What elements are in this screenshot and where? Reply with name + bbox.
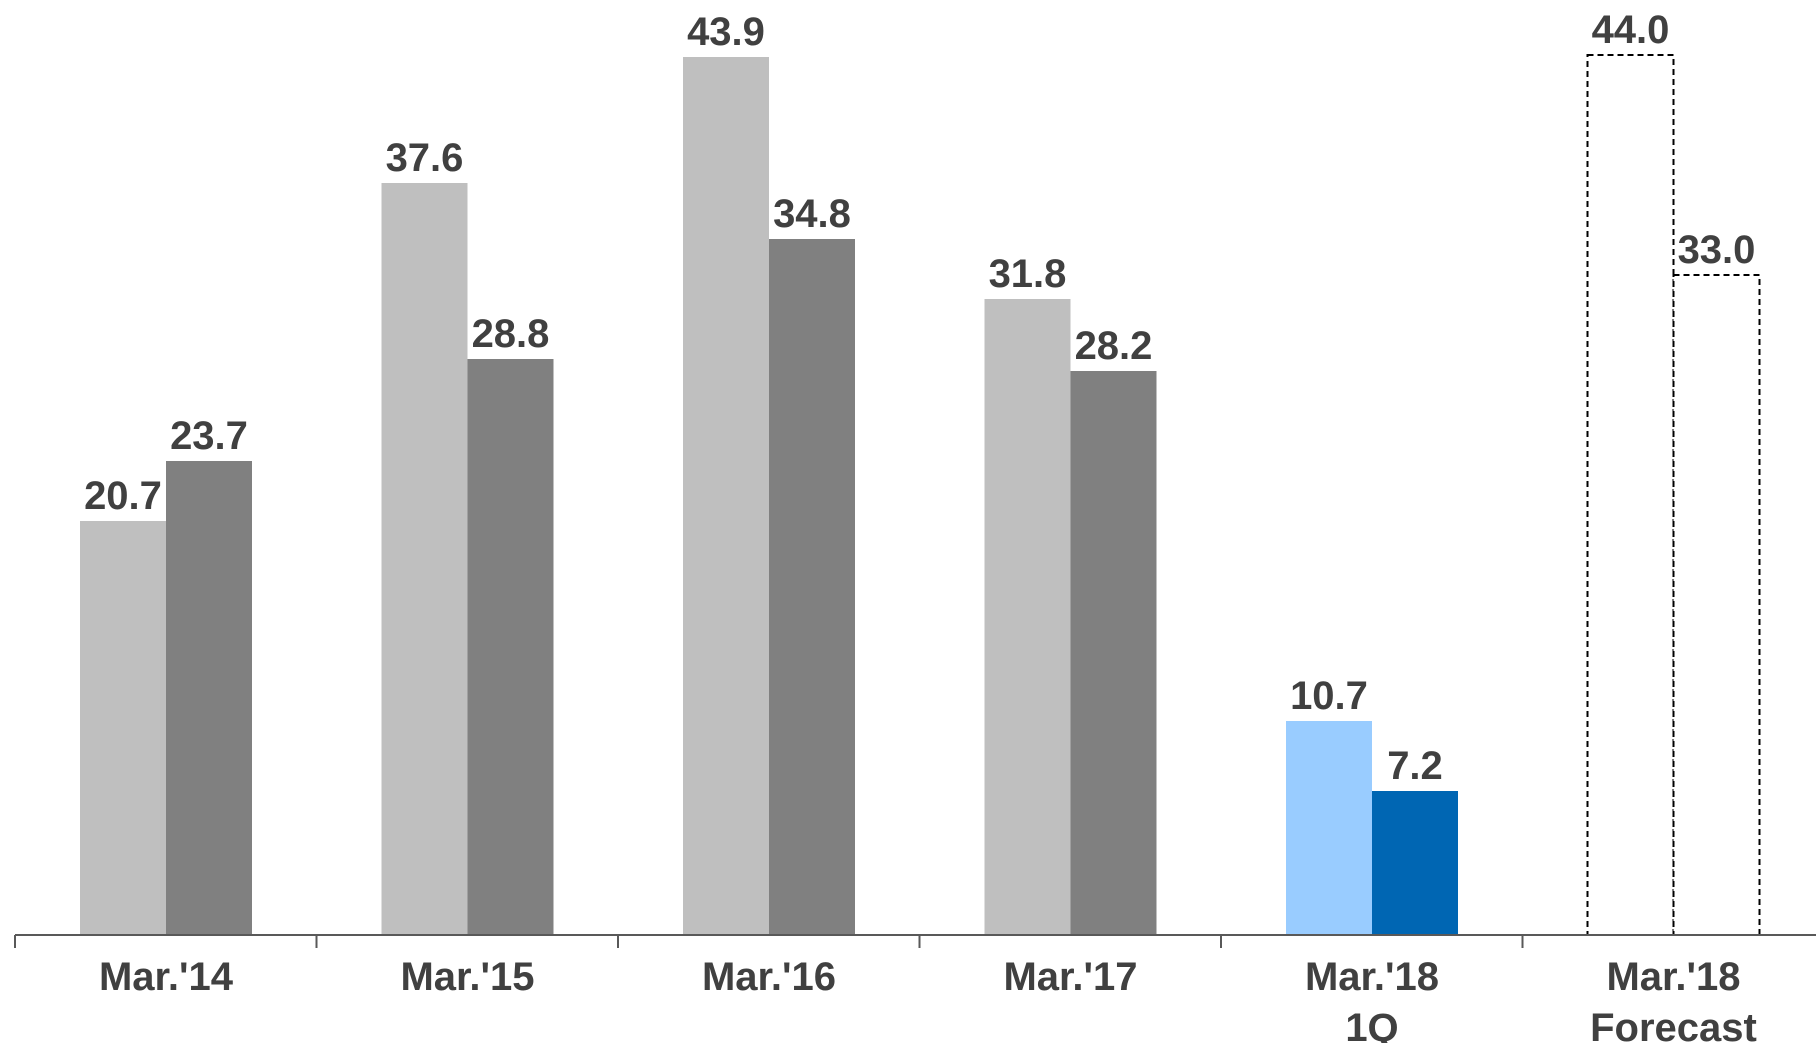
- data-label-3-series-1: 28.2: [1075, 324, 1153, 368]
- data-label-4-series-0: 10.7: [1290, 674, 1368, 718]
- x-tick-label-1-line-0: Mar.'15: [400, 955, 534, 999]
- data-label-5-series-1: 33.0: [1678, 228, 1756, 272]
- bar-3-series-1: [1070, 371, 1157, 935]
- data-label-2-series-0: 43.9: [687, 10, 765, 54]
- x-tick-label-5-line-0: Mar.'18: [1606, 955, 1740, 999]
- bar-3-series-0: [984, 299, 1071, 935]
- bar-4-series-1: [1372, 791, 1458, 935]
- data-label-0-series-1: 23.7: [170, 414, 248, 458]
- bar-0-series-0: [80, 521, 166, 935]
- data-label-0-series-0: 20.7: [84, 474, 162, 518]
- data-label-2-series-1: 34.8: [773, 192, 851, 236]
- x-tick-label-4-line-0: Mar.'18: [1305, 955, 1439, 999]
- data-label-5-series-0: 44.0: [1592, 8, 1670, 52]
- x-tick-label-2-line-0: Mar.'16: [702, 955, 836, 999]
- bar-0-series-1: [166, 461, 252, 935]
- bar-1-series-0: [381, 183, 468, 935]
- x-tick-label-0-line-0: Mar.'14: [99, 955, 234, 999]
- bar-1-series-1: [467, 359, 554, 935]
- bar-4-series-0: [1286, 721, 1372, 935]
- x-tick-label-3-line-0: Mar.'17: [1003, 955, 1137, 999]
- category-labels-layer: Mar.'14 Mar.'15 Mar.'16 Mar.'17 Mar.'18 1Q Mar…: [99, 955, 1757, 1043]
- data-label-3-series-0: 31.8: [989, 252, 1067, 296]
- bar-5-series-1: [1672, 274, 1761, 936]
- value-labels-layer: 20.723.7 37.6 28.8 43.9 34.8 31.828.2 10.7 7.2 4…: [84, 8, 1755, 788]
- data-label-1-series-1: 28.8: [472, 312, 550, 356]
- bar-2-series-1: [769, 239, 855, 935]
- x-tick-label-4-line-1: 1Q: [1345, 1006, 1398, 1043]
- bar-5-series-0: [1586, 54, 1675, 936]
- data-label-1-series-0: 37.6: [386, 136, 464, 180]
- x-tick-label-5-line-1: Forecast: [1590, 1006, 1757, 1043]
- data-label-4-series-1: 7.2: [1387, 744, 1443, 788]
- x-axis: [14, 934, 1816, 948]
- bar-2-series-0: [683, 57, 769, 935]
- bars-layer: [80, 54, 1761, 936]
